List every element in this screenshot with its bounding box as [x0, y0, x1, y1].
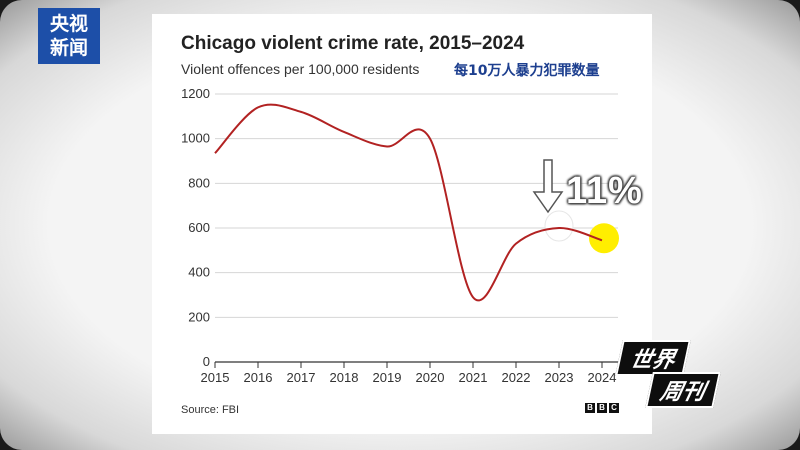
chinese-caption: 每10万人暴力犯罪数量 — [454, 63, 600, 79]
highlight-point-2023 — [544, 210, 574, 242]
world-weekly-badge: 世界 周刊 — [615, 340, 725, 408]
x-tick-label: 2021 — [459, 370, 488, 385]
badge-line-1: 世界 — [615, 340, 691, 376]
y-tick-label: 800 — [188, 175, 210, 190]
logo-line-1: 央视 — [49, 13, 88, 35]
badge-line-2: 周刊 — [645, 372, 721, 408]
down-arrow-icon — [532, 159, 564, 214]
y-tick-label: 400 — [188, 265, 210, 280]
x-tick-label: 2022 — [502, 370, 531, 385]
x-tick-label: 2019 — [373, 370, 402, 385]
source-label: Source: FBI — [181, 404, 240, 416]
x-tick-label: 2015 — [201, 370, 230, 385]
y-tick-label: 0 — [203, 354, 210, 369]
chart-marks — [214, 103, 619, 302]
x-tick-label: 2018 — [330, 370, 359, 385]
y-tick-label: 1200 — [181, 86, 210, 101]
bbc-logo: B B C — [585, 403, 619, 413]
x-axis-ticks: 2015 2016 2017 2018 2019 2020 2021 2022 2023 2024 — [201, 362, 617, 385]
percent-change-annotation: 11% — [566, 170, 643, 212]
highlight-point-2024 — [589, 223, 619, 254]
y-tick-label: 200 — [188, 309, 210, 324]
y-tick-label: 1000 — [181, 131, 210, 146]
y-axis-ticks: 0 200 400 600 800 1000 1200 — [181, 86, 210, 369]
bbc-letter: B — [597, 403, 607, 413]
series-line — [214, 103, 603, 302]
bbc-letter: C — [609, 403, 619, 413]
x-tick-label: 2023 — [545, 370, 574, 385]
x-tick-label: 2017 — [287, 370, 316, 385]
chart-title: Chicago violent crime rate, 2015–2024 — [181, 33, 525, 54]
logo-line-2: 新闻 — [49, 37, 88, 59]
chart-subtitle: Violent offences per 100,000 residents — [181, 61, 420, 77]
bbc-letter: B — [585, 403, 595, 413]
x-tick-label: 2016 — [244, 370, 273, 385]
x-tick-label: 2024 — [588, 370, 617, 385]
cctv-news-logo: 央视 新闻 — [38, 8, 100, 64]
y-tick-label: 600 — [188, 220, 210, 235]
x-tick-label: 2020 — [416, 370, 445, 385]
